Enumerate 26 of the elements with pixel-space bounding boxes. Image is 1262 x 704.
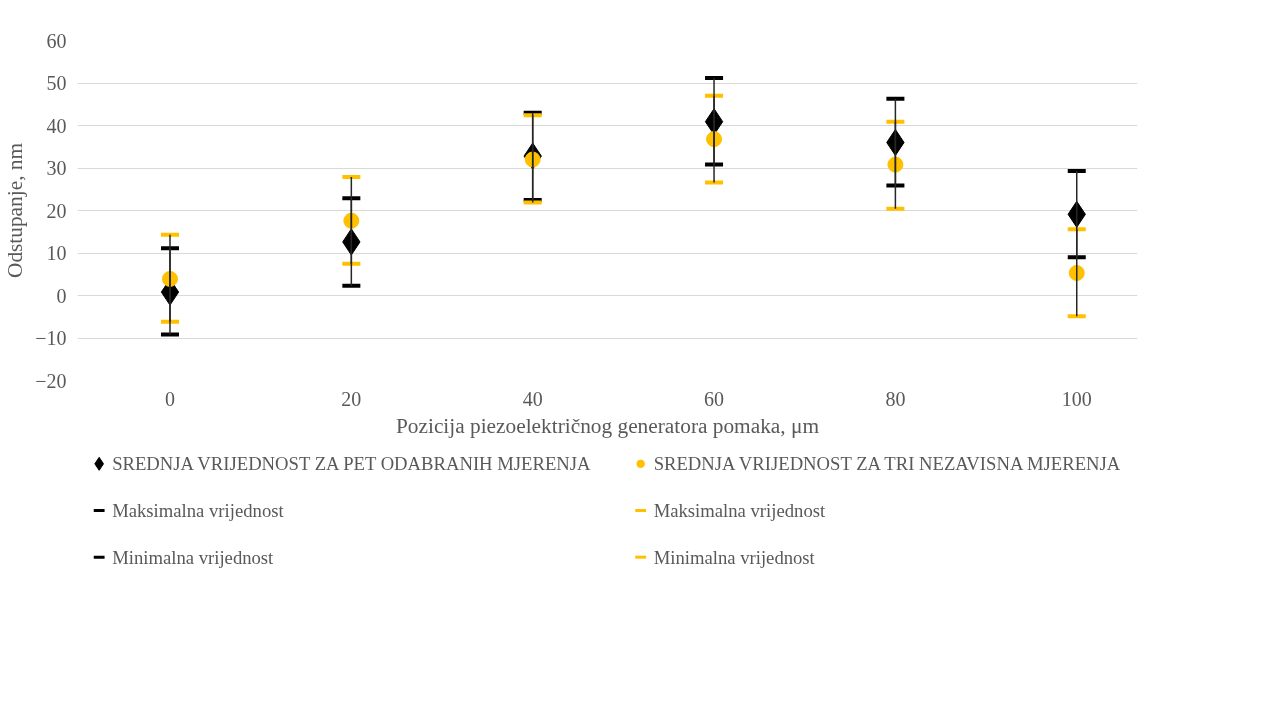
- point: [887, 156, 904, 173]
- y-tick-label: 20: [46, 199, 67, 222]
- x-tick-label: 20: [341, 387, 362, 410]
- y-tick-label: 30: [46, 157, 67, 179]
- y-tick-label: 50: [46, 72, 67, 94]
- text: Maksimalna vrijednost: [112, 500, 285, 521]
- y-tick-label: 40: [46, 114, 67, 137]
- y-tick-label: 0: [56, 284, 67, 307]
- y-tick-label: 10: [46, 242, 67, 264]
- point: [1068, 264, 1085, 281]
- legend-label: SREDNJA VRIJEDNOST ZA PET ODABRANIH MJERENJA: [112, 453, 592, 475]
- legend-label: SREDNJA VRIJEDNOST ZA TRI NEZAVISNA MJERENJA: [653, 453, 1121, 475]
- y-axis-title: Odstupanje, nm: [3, 142, 28, 279]
- x-tick-label: 40: [522, 387, 543, 410]
- x-tick-label: 60: [704, 387, 725, 410]
- x-axis-title: Pozicija piezoelektričnog generatora pomaka, μm: [395, 413, 820, 438]
- point: [343, 212, 360, 229]
- x-tick-label: 0: [164, 387, 175, 410]
- x-tick-label: 80: [885, 387, 906, 410]
- x-tick-label: 100: [1061, 387, 1092, 410]
- y-tick-label: −20: [35, 369, 67, 392]
- text: Minimalna vrijednost: [112, 546, 275, 568]
- text: Minimalna vrijednost: [653, 546, 816, 568]
- y-tick-label: 60: [46, 29, 67, 52]
- y-tick-label: −10: [35, 327, 67, 349]
- text: Maksimalna vrijednost: [653, 500, 826, 521]
